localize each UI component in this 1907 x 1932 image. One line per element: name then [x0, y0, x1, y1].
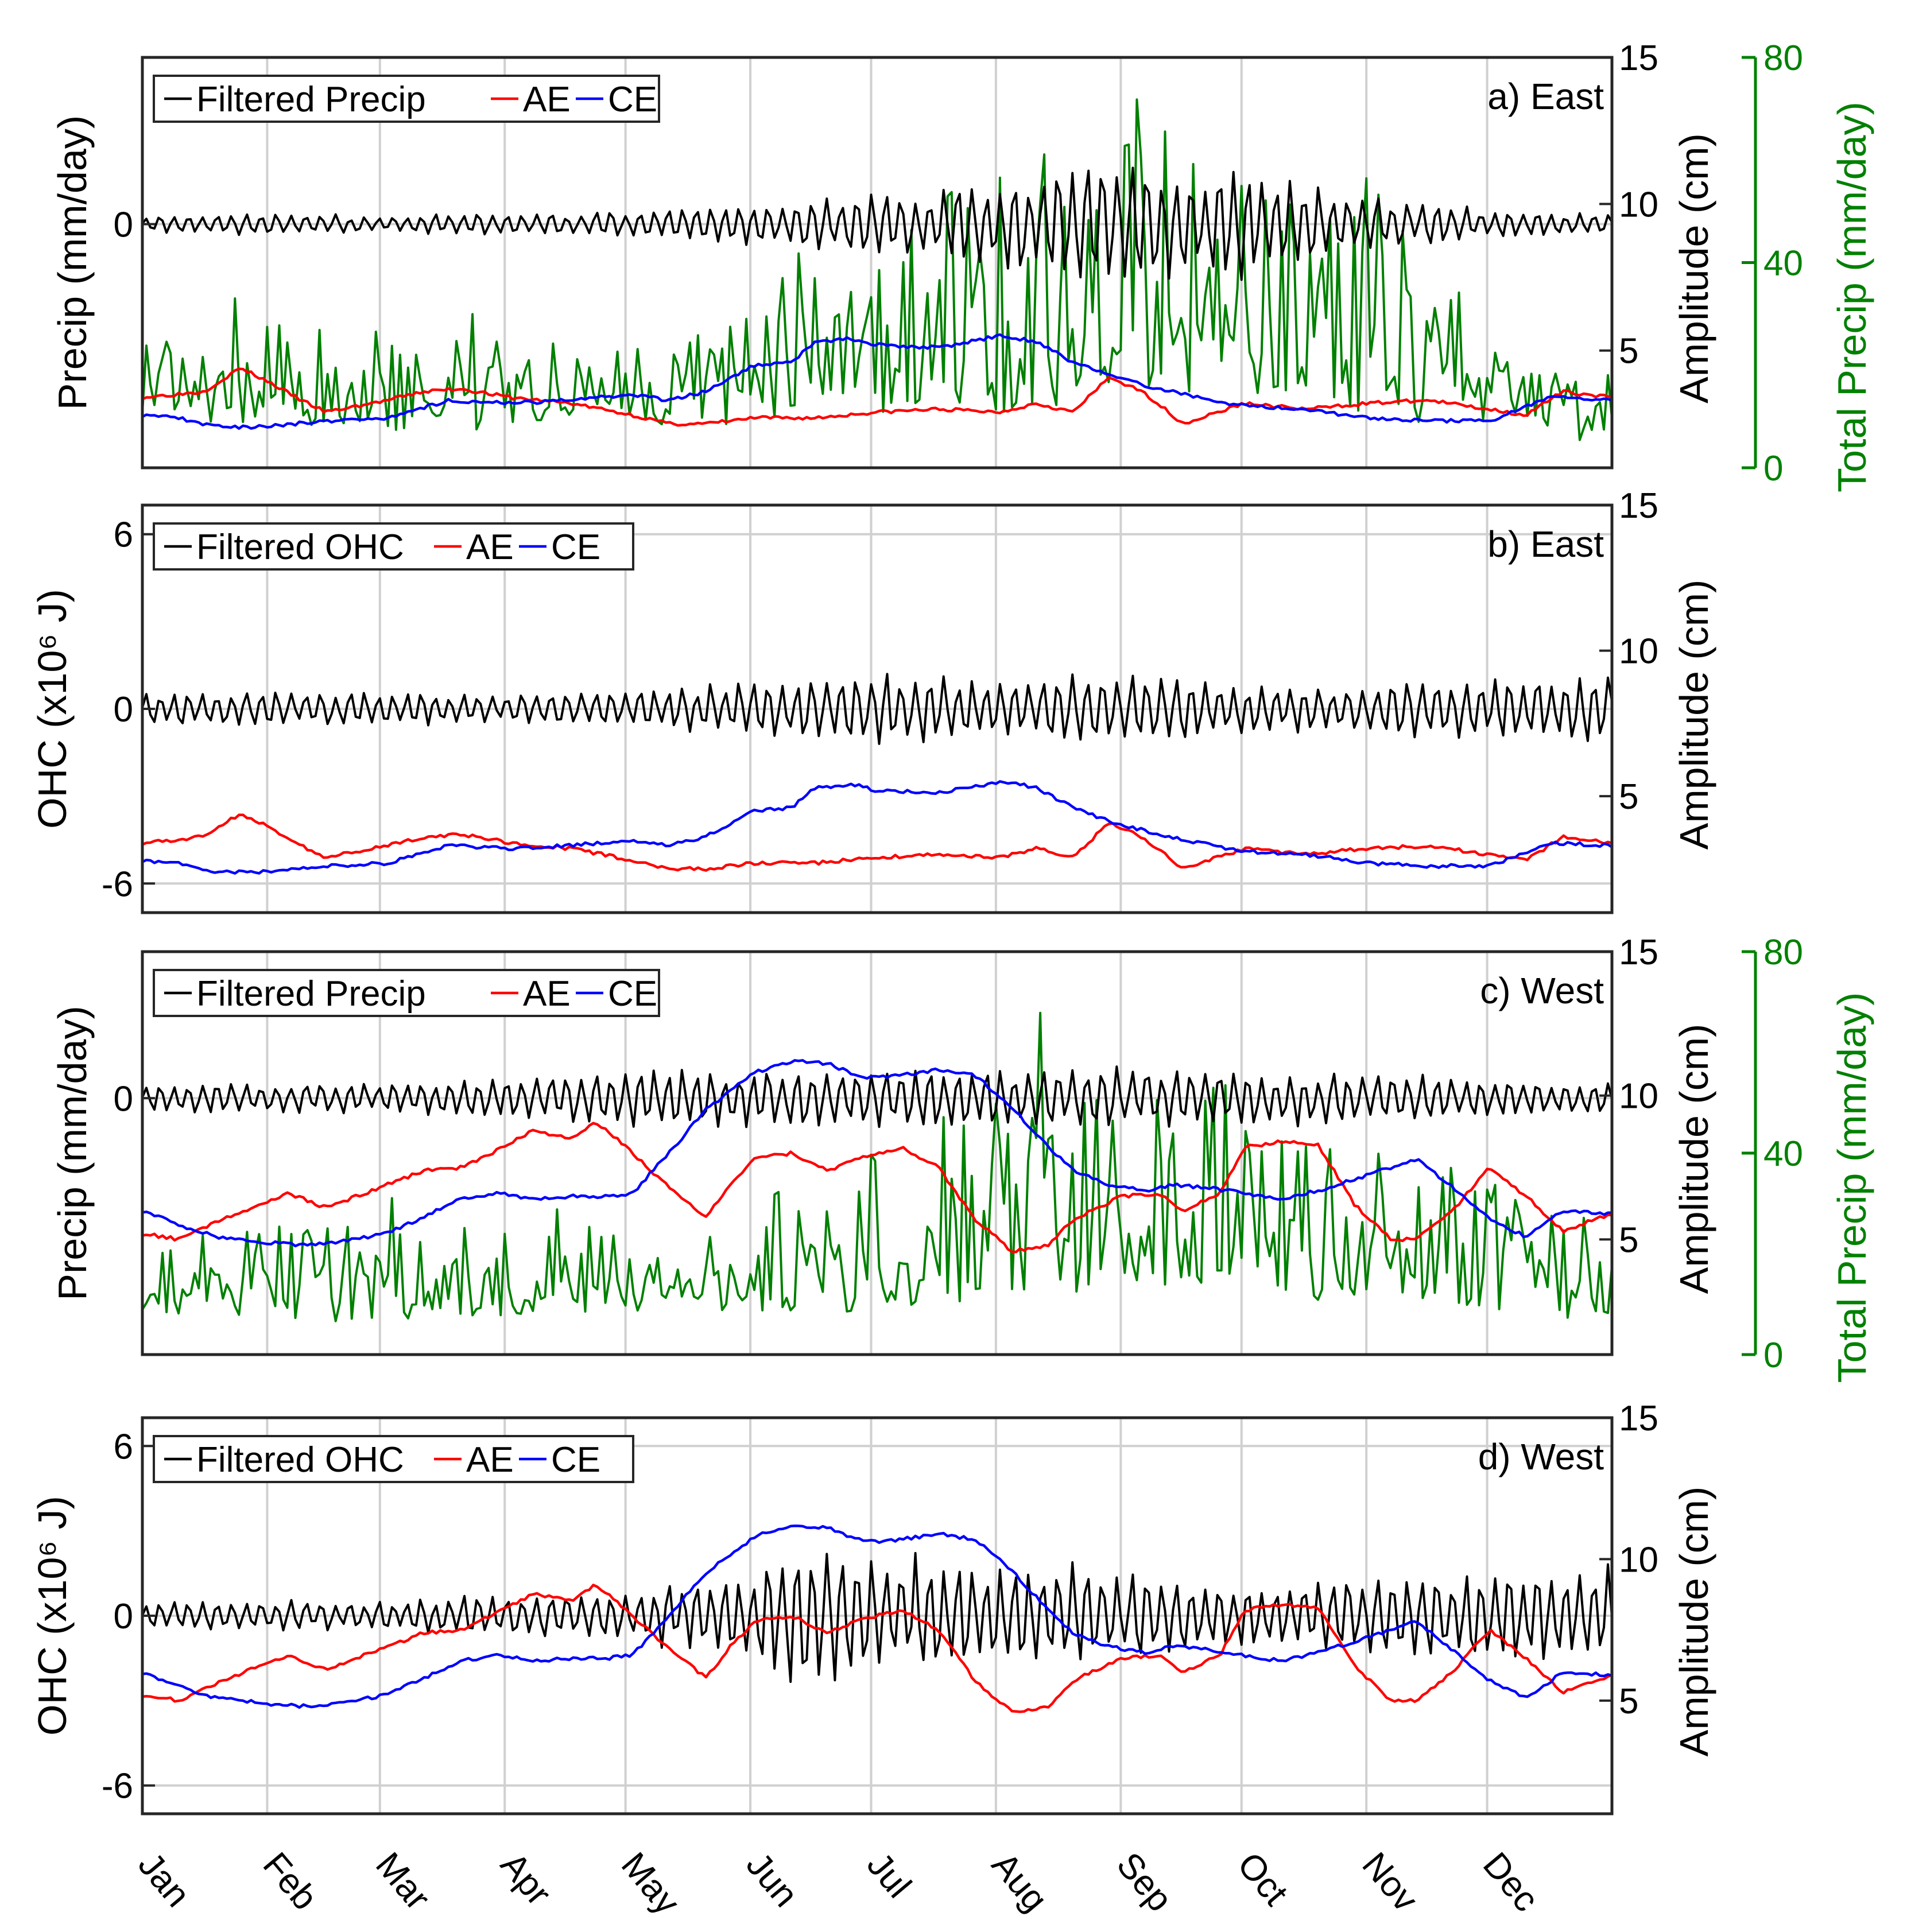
y-tick-label: -6: [102, 864, 133, 904]
y2-tick-label: 15: [1619, 38, 1658, 78]
panel-title: c) West: [1480, 970, 1604, 1011]
filtered-line: [141, 1065, 1613, 1128]
y2-tick-label: 15: [1619, 933, 1658, 972]
legend: Filtered Precip AE CE: [153, 75, 660, 123]
legend-label-ce: CE: [608, 974, 657, 1014]
y-axis-label: OHC (x10⁶ J): [30, 589, 75, 829]
y2-axis-label: Amplitude (cm): [1672, 1487, 1716, 1757]
ae-line: [142, 367, 1613, 427]
y-tick-label: 0: [114, 205, 133, 245]
legend-label-ae: AE: [523, 974, 571, 1014]
y-tick-label: 6: [114, 515, 133, 555]
axes-box: [141, 56, 1614, 470]
y3-axis-label: Total Precip (mm/day): [1830, 992, 1874, 1383]
legend: Filtered OHC AE CE: [153, 1435, 634, 1483]
y-axis-label: Precip (mm/day): [50, 1006, 95, 1300]
y3-tick-label: 40: [1763, 244, 1803, 284]
panel-title: d) West: [1478, 1436, 1604, 1477]
y2-axis-label: Amplitude (cm): [1672, 133, 1716, 404]
y2-tick-label: 5: [1619, 332, 1638, 371]
legend-label-ce: CE: [608, 80, 657, 119]
legend-label-filtered: Filtered Precip: [196, 974, 426, 1014]
legend-label-ae: AE: [466, 527, 514, 567]
y2-tick-label: 15: [1619, 1399, 1658, 1438]
legend-box: [153, 1435, 634, 1483]
y2-tick-label: 10: [1619, 185, 1658, 224]
y-tick-label: 0: [114, 1597, 133, 1636]
ce-line: [142, 1059, 1612, 1248]
filtered-line: [141, 166, 1613, 281]
y3-tick-label: 80: [1763, 933, 1803, 972]
legend-label-ce: CE: [551, 527, 600, 567]
legend-label-filtered: Filtered Precip: [196, 80, 426, 119]
y2-tick-label: 5: [1619, 1682, 1638, 1721]
legend-label-ce: CE: [551, 1440, 600, 1480]
y3-tick-label: 40: [1763, 1134, 1803, 1174]
ce-line: [142, 1524, 1613, 1709]
y-tick-label: -6: [102, 1767, 133, 1806]
legend-box: [153, 75, 660, 123]
y-tick-label: 6: [114, 1427, 133, 1467]
panel-b: 6 0 -6 OHC (x10⁶ J) 5 10 15 Amplitude (cm) Filte…: [30, 486, 1716, 914]
y3-tick-label: 80: [1763, 38, 1803, 78]
panel-title: a) East: [1487, 76, 1604, 117]
ae-line: [142, 1584, 1613, 1713]
y2-tick-label: 10: [1619, 632, 1658, 672]
panel-d: 6 0 -6 OHC (x10⁶ J) 5 10 15 Amplitude (cm) Filte…: [30, 1399, 1716, 1815]
legend-label-filtered: Filtered OHC: [196, 527, 404, 567]
legend-label-ae: AE: [466, 1440, 514, 1480]
y-axis-label: Precip (mm/day): [50, 115, 95, 410]
y3-tick-label: 0: [1763, 1336, 1783, 1375]
legend: Filtered Precip AE CE: [153, 969, 660, 1017]
y-axis-label: OHC (x10⁶ J): [30, 1496, 75, 1736]
y2-tick-label: 5: [1619, 1220, 1638, 1260]
legend-label-filtered: Filtered OHC: [196, 1440, 404, 1480]
panel-c: 0 Precip (mm/day) 5 10 15 Amplitude (cm) 0 40 80…: [50, 933, 1874, 1383]
panel-a: 0 Precip (mm/day) 5 10 15 Amplitude (cm) 0 40 80…: [50, 38, 1874, 492]
y2-tick-label: 15: [1619, 486, 1658, 526]
y3-tick-label: 0: [1763, 449, 1783, 488]
filtered-line: [141, 1551, 1613, 1683]
y2-axis-label: Amplitude (cm): [1672, 1024, 1716, 1294]
y-tick-label: 0: [114, 690, 133, 730]
legend: Filtered OHC AE CE: [153, 522, 634, 571]
panels: 0 Precip (mm/day) 5 10 15 Amplitude (cm) 0 40 80…: [30, 38, 1874, 1815]
legend-box: [153, 522, 634, 571]
ce-line: [142, 780, 1613, 875]
y2-tick-label: 10: [1619, 1077, 1658, 1116]
filtered-line: [141, 673, 1613, 745]
y2-tick-label: 10: [1619, 1540, 1658, 1580]
ce-line: [141, 333, 1613, 430]
panel-title: b) East: [1487, 523, 1604, 565]
axes-box: [141, 950, 1614, 1356]
ae-line: [142, 1122, 1613, 1254]
y2-tick-label: 5: [1619, 777, 1638, 817]
legend-label-ae: AE: [523, 80, 571, 119]
y3-axis-label: Total Precip (mm/day): [1830, 102, 1874, 492]
y-tick-label: 0: [114, 1079, 133, 1119]
ae-line: [142, 813, 1613, 872]
legend-box: [153, 969, 660, 1017]
total-precip-line: [141, 1011, 1613, 1322]
y2-axis-label: Amplitude (cm): [1672, 580, 1716, 850]
